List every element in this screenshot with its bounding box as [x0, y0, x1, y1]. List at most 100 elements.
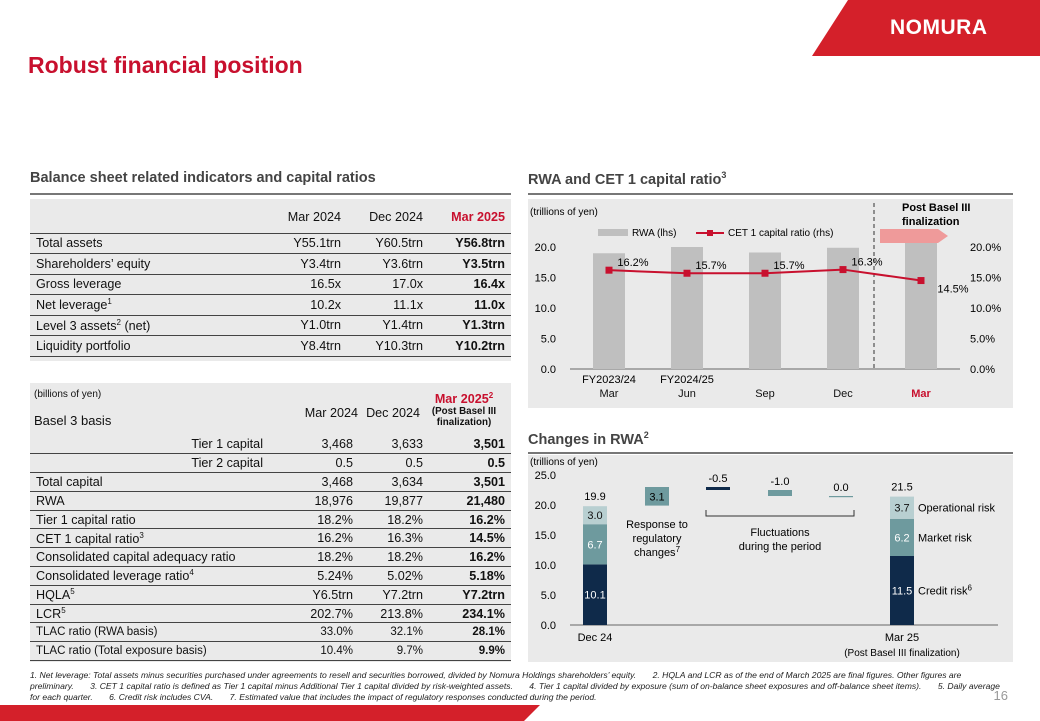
basel-cell: 19,877	[359, 491, 429, 511]
x-tick-label: Jun	[678, 388, 696, 400]
y-tick-label: 0.0	[541, 620, 556, 632]
start-segment-label: 3.0	[587, 510, 602, 522]
basel-cell: 18,976	[273, 491, 359, 511]
balance-cell: 16.5x	[259, 274, 347, 295]
basel-row-label: RWA	[30, 491, 273, 511]
changes-rwa-panel: (trillions of yen) 0.0 5.0 10.0 15.0 20.0 25.0…	[528, 455, 1013, 662]
balance-cell: Y56.8trn	[429, 233, 511, 254]
basel-cell: 202.7%	[273, 604, 359, 624]
post-basel-arrow	[880, 229, 948, 243]
balance-cell: Y3.6trn	[347, 253, 429, 275]
changes-rwa-chart: (trillions of yen) 0.0 5.0 10.0 15.0 20.0 25.0…	[530, 457, 998, 659]
basel-cell: 18.2%	[359, 510, 429, 530]
footnote-item: 3. CET 1 capital ratio is defined as Tie…	[90, 681, 513, 691]
basel-cell: 5.02%	[359, 566, 429, 586]
basel-cell: 3,633	[359, 435, 429, 455]
basel-row-label: Tier 2 capital	[30, 453, 273, 474]
balance-row: Liquidity portfolio Y8.4trn Y10.3trn Y10.2t…	[30, 335, 511, 357]
page-title: Robust financial position	[28, 52, 303, 78]
balance-col-dec2024: Dec 2024	[347, 201, 429, 234]
start-total-label: 19.9	[584, 491, 605, 503]
basel-cell: 28.1%	[429, 622, 511, 643]
balance-cell: Y10.2trn	[429, 335, 511, 357]
cet1-data-label: 14.5%	[937, 284, 968, 296]
balance-row-label: Gross leverage	[30, 274, 259, 295]
basel-cell: 14.5%	[429, 528, 511, 549]
basel-row-label: LCR5	[30, 604, 273, 624]
basel-cell: 9.9%	[429, 641, 511, 662]
basel-cell: 3,468	[273, 435, 359, 455]
legend-label-rwa: RWA (lhs)	[632, 228, 676, 239]
x-tick-label: Mar 25	[885, 632, 919, 644]
basel-cell: 18.2%	[273, 547, 359, 568]
fluctuation-bracket	[705, 510, 855, 517]
basel-cell: 0.5	[429, 453, 511, 474]
rwa-chart-rule	[528, 193, 1013, 195]
basel-row-label: CET 1 capital ratio3	[30, 528, 273, 549]
waterfall-step-label: 0.0	[833, 482, 848, 494]
balance-cell: Y3.5trn	[429, 253, 511, 275]
basel-row-label: TLAC ratio (Total exposure basis)	[30, 641, 273, 662]
footnote-item: 7. Estimated value that includes the imp…	[229, 692, 597, 702]
basel-cell: 9.7%	[359, 641, 429, 662]
footnote-item: 2. HQLA and LCR as of the end of March 2…	[30, 670, 962, 691]
annotation-finalization: finalization	[902, 216, 960, 228]
basel-cell: 10.4%	[273, 641, 359, 662]
y-tick-label: 10.0	[535, 303, 556, 315]
balance-section-rule	[30, 193, 511, 195]
basel-row: Consolidated capital adequacy ratio 18.2%…	[30, 547, 511, 568]
y-tick-label: 20.0	[535, 500, 556, 512]
y2-tick-label: 0.0%	[970, 364, 995, 376]
basel-row: Consolidated leverage ratio4 5.24% 5.02% 5.…	[30, 566, 511, 586]
waterfall-step-bar	[706, 487, 730, 490]
basel-row: Tier 1 capital 3,468 3,633 3,501	[30, 435, 511, 455]
x-tick-label: Mar	[600, 388, 619, 400]
waterfall-step-bar	[829, 496, 853, 498]
basel-cell: 3,634	[359, 472, 429, 492]
basel-cell: Y7.2trn	[429, 585, 511, 605]
x-tick-label: FY2024/25	[660, 374, 714, 386]
waterfall-step-label: -0.5	[709, 473, 728, 485]
basel-cell: 0.5	[273, 453, 359, 474]
chart-unit: (trillions of yen)	[530, 457, 598, 468]
annotation-post-basel: Post Basel III	[902, 202, 970, 214]
balance-col-mar2024: Mar 2024	[259, 201, 347, 234]
logo-band	[812, 0, 1040, 56]
basel-cell: 3,501	[429, 435, 511, 455]
x-tick-sublabel: (Post Basel III finalization)	[844, 648, 960, 659]
y-tick-label: 15.0	[535, 273, 556, 285]
legend-label-cet1: CET 1 capital ratio (rhs)	[728, 228, 833, 239]
basel-row: Tier 2 capital 0.5 0.5 0.5	[30, 453, 511, 474]
balance-cell: 17.0x	[347, 274, 429, 295]
balance-cell: 11.0x	[429, 294, 511, 316]
balance-cell: Y1.0trn	[259, 315, 347, 336]
y-tick-label: 0.0	[541, 364, 556, 376]
basel-cell: 5.24%	[273, 566, 359, 586]
y2-tick-label: 5.0%	[970, 334, 995, 346]
balance-cell: Y3.4trn	[259, 253, 347, 275]
cet1-data-label: 15.7%	[695, 260, 726, 272]
balance-row: Level 3 assets2 (net) Y1.0trn Y1.4trn Y1.3t…	[30, 315, 511, 336]
y-tick-label: 5.0	[541, 590, 556, 602]
balance-row: Net leverage1 10.2x 11.1x 11.0x	[30, 294, 511, 316]
fluctuation-note: Fluctuations	[750, 527, 810, 539]
balance-row-label: Liquidity portfolio	[30, 335, 259, 357]
balance-row-label: Level 3 assets2 (net)	[30, 315, 259, 336]
y-tick-label: 10.0	[535, 560, 556, 572]
basel-cell: Y7.2trn	[359, 585, 429, 605]
basel-cell: 3,468	[273, 472, 359, 492]
basel-row-label: HQLA5	[30, 585, 273, 605]
basel-table: Tier 1 capital 3,468 3,633 3,501 Tier 2 capi…	[30, 435, 511, 662]
rwa-bar	[905, 237, 937, 369]
balance-cell: Y55.1trn	[259, 233, 347, 254]
basel-row: LCR5 202.7% 213.8% 234.1%	[30, 604, 511, 624]
end-total-label: 21.5	[891, 482, 912, 494]
basel-table-panel: (billions of yen) Basel 3 basis Mar 2024…	[30, 383, 511, 662]
cet1-point	[917, 277, 925, 285]
basel-row-label: Tier 1 capital ratio	[30, 510, 273, 530]
basel-unit: (billions of yen)	[34, 389, 102, 400]
basel-cell: 18.2%	[359, 547, 429, 568]
balance-row: Gross leverage 16.5x 17.0x 16.4x	[30, 274, 511, 295]
basel-cell: 16.2%	[429, 510, 511, 530]
basel-cell: 16.2%	[273, 528, 359, 549]
